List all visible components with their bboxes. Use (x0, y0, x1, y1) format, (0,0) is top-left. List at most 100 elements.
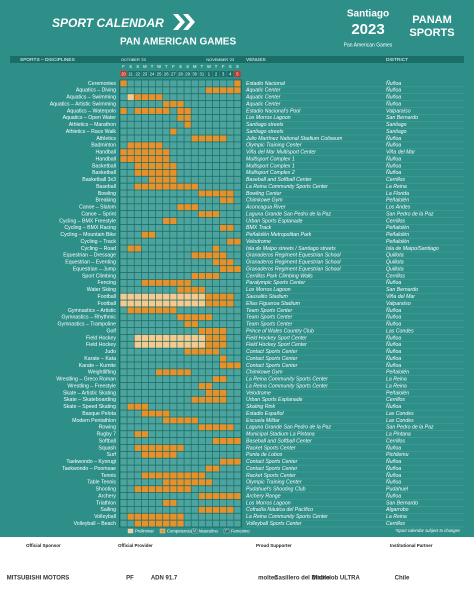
schedule-cell (120, 252, 127, 259)
schedule-cell (212, 403, 220, 410)
schedule-cell (227, 493, 234, 500)
schedule-cell (120, 465, 127, 472)
schedule-cell (219, 211, 227, 218)
district: Cerrillos (386, 273, 405, 279)
schedule-cell (234, 431, 241, 438)
schedule-cell (134, 451, 142, 458)
schedule-cell (127, 217, 134, 225)
schedule-cell (127, 472, 134, 479)
schedule-cell (234, 162, 241, 169)
venue: Urban Sports Esplanade (246, 397, 303, 403)
schedule-cell (191, 403, 198, 410)
schedule-cell (141, 327, 149, 335)
schedule-cell (198, 362, 206, 369)
schedule-cell (163, 389, 170, 396)
schedule-cell (198, 493, 206, 500)
schedule-cell (148, 169, 156, 176)
district: Quillota (386, 260, 404, 266)
schedule-cell (212, 451, 220, 458)
schedule-cell (134, 211, 142, 218)
schedule-cell (191, 149, 198, 156)
day-cell (163, 71, 170, 77)
venue: Peñalolén Metropolitan Park (246, 232, 312, 238)
schedule-cell (219, 389, 227, 396)
schedule-cell (120, 479, 127, 486)
schedule-cell (163, 376, 170, 383)
schedule-cell (163, 259, 170, 266)
schedule-cell (184, 417, 191, 424)
schedule-cell (170, 341, 177, 348)
schedule-cell (134, 506, 142, 513)
district: Pichilemu (386, 452, 409, 458)
schedule-cell (205, 114, 213, 121)
schedule-cell (170, 376, 177, 383)
schedule-cell (198, 266, 206, 273)
district: San Bernardo (386, 115, 418, 121)
schedule-cell (141, 176, 149, 183)
schedule-cell (120, 135, 127, 142)
schedule-cell (120, 114, 127, 121)
venue: Laguna Grande San Pedro de la Paz (246, 425, 331, 431)
sport: Sailing (100, 507, 116, 513)
schedule-cell (120, 403, 127, 410)
schedule-cell (155, 506, 163, 513)
schedule-cell (234, 348, 241, 355)
schedule-cell (127, 355, 134, 362)
sport: Canoe – Slalom (79, 205, 116, 211)
schedule-cell (148, 396, 156, 403)
schedule-cell (219, 162, 227, 169)
schedule-cell (155, 135, 163, 142)
schedule-cell (212, 286, 220, 293)
schedule-cell (198, 190, 206, 197)
schedule-cell (120, 314, 127, 321)
schedule-cell (234, 142, 241, 149)
schedule-cell (234, 266, 241, 273)
schedule-cell (177, 238, 184, 245)
schedule-cell (219, 300, 227, 307)
schedule-cell (234, 197, 241, 204)
schedule-cell (227, 389, 234, 396)
schedule-cell (198, 458, 206, 465)
schedule-cell (198, 334, 206, 341)
schedule-cell (170, 424, 177, 431)
schedule-cell (148, 321, 156, 328)
schedule-cell (120, 279, 127, 286)
schedule-cell (234, 506, 241, 513)
schedule-cell (219, 403, 227, 410)
schedule-cell (227, 259, 234, 266)
schedule-cell (205, 417, 213, 424)
venue: Urban Sports Esplanade (246, 218, 303, 224)
schedule-cell (205, 376, 213, 383)
schedule-cell (127, 327, 134, 335)
schedule-cell (177, 183, 184, 190)
schedule-cell (212, 513, 220, 520)
sport: Karate – Kumite (79, 363, 116, 369)
schedule-cell (184, 286, 191, 293)
sport: Basque Pelota (82, 411, 116, 417)
schedule-cell (177, 444, 184, 451)
schedule-cell (177, 176, 184, 183)
schedule-cell (184, 389, 191, 396)
schedule-cell (141, 513, 149, 520)
schedule-cell (170, 128, 177, 135)
schedule-cell (127, 279, 134, 286)
schedule-cell (170, 444, 177, 451)
schedule-cell (198, 259, 206, 266)
weekday: F (222, 64, 225, 69)
schedule-cell (227, 114, 234, 121)
district: Ñuñoa (386, 162, 401, 169)
schedule-cell (219, 355, 227, 362)
schedule-cell (127, 389, 134, 396)
schedule-cell (219, 176, 227, 183)
schedule-cell (191, 513, 198, 520)
venue: Field Hockey Sport Center (246, 342, 307, 348)
schedule-cell (163, 197, 170, 204)
schedule-cell (127, 94, 134, 101)
district: Ñuñoa (386, 348, 401, 355)
schedule-cell (163, 307, 170, 314)
schedule-cell (191, 355, 198, 362)
schedule-cell (227, 204, 234, 211)
schedule-cell (205, 156, 213, 163)
schedule-cell (155, 458, 163, 465)
schedule-cell (198, 341, 206, 348)
